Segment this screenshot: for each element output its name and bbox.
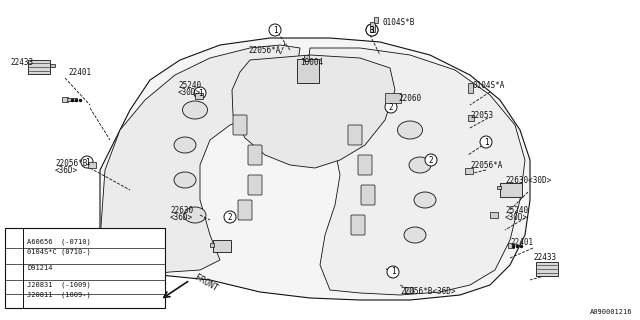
Ellipse shape [174, 172, 196, 188]
Bar [465, 168, 473, 174]
Text: <36D>: <36D> [55, 165, 78, 174]
Ellipse shape [174, 137, 196, 153]
Circle shape [9, 265, 19, 275]
Text: 1: 1 [273, 26, 277, 35]
Ellipse shape [182, 101, 207, 119]
Text: 22053: 22053 [470, 110, 493, 119]
Text: 22630<30D>: 22630<30D> [505, 175, 551, 185]
Bar [50, 64, 55, 67]
Polygon shape [305, 48, 525, 295]
Text: 22433: 22433 [533, 253, 556, 262]
Text: 22401: 22401 [68, 68, 91, 76]
Ellipse shape [414, 192, 436, 208]
Text: J20811  (1009-): J20811 (1009-) [27, 292, 91, 299]
FancyBboxPatch shape [385, 93, 401, 103]
Text: 3: 3 [370, 26, 374, 35]
Text: 3: 3 [12, 285, 16, 291]
Text: 25240: 25240 [178, 81, 201, 90]
Text: 1: 1 [484, 138, 488, 147]
Polygon shape [100, 45, 300, 280]
Text: <36D>: <36D> [170, 212, 193, 221]
FancyBboxPatch shape [233, 115, 247, 135]
Text: 1: 1 [390, 268, 396, 276]
Text: J20831  (-1009): J20831 (-1009) [27, 282, 91, 289]
FancyBboxPatch shape [500, 183, 522, 197]
Text: 0104S*A: 0104S*A [472, 81, 504, 90]
Circle shape [81, 156, 93, 168]
Bar [508, 243, 514, 248]
Text: D91214: D91214 [27, 265, 52, 271]
Text: 1: 1 [12, 239, 16, 245]
Circle shape [480, 136, 492, 148]
Bar [490, 212, 498, 218]
Circle shape [425, 154, 437, 166]
Bar [497, 186, 501, 189]
Text: <30D>: <30D> [505, 212, 528, 221]
Polygon shape [100, 38, 530, 300]
Text: 1: 1 [84, 157, 90, 166]
Text: 3: 3 [370, 26, 374, 35]
Text: 22433: 22433 [10, 58, 33, 67]
FancyBboxPatch shape [238, 200, 252, 220]
Bar [195, 93, 203, 99]
Bar [374, 17, 378, 23]
Bar [370, 22, 375, 32]
Circle shape [366, 24, 378, 36]
FancyBboxPatch shape [248, 175, 262, 195]
FancyBboxPatch shape [348, 125, 362, 145]
FancyBboxPatch shape [536, 262, 558, 276]
Text: 25240: 25240 [505, 205, 528, 214]
FancyBboxPatch shape [248, 145, 262, 165]
Bar [405, 287, 413, 293]
Text: 22056*A: 22056*A [248, 45, 280, 54]
Bar [67, 98, 77, 101]
Text: 22630: 22630 [170, 205, 193, 214]
Circle shape [194, 87, 206, 99]
FancyBboxPatch shape [297, 59, 319, 83]
Text: 0104S*C (0710-): 0104S*C (0710-) [27, 248, 91, 254]
Polygon shape [232, 55, 395, 168]
Text: 1: 1 [198, 89, 202, 98]
FancyBboxPatch shape [5, 228, 165, 308]
Bar [468, 83, 473, 93]
Circle shape [9, 283, 19, 293]
Text: 2: 2 [12, 267, 16, 273]
Circle shape [385, 101, 397, 113]
Circle shape [224, 211, 236, 223]
Bar [210, 243, 214, 247]
Text: A60656  (-0710): A60656 (-0710) [27, 238, 91, 244]
Ellipse shape [404, 227, 426, 243]
Text: 10004: 10004 [300, 58, 323, 67]
FancyBboxPatch shape [28, 60, 50, 74]
Circle shape [269, 24, 281, 36]
Ellipse shape [409, 157, 431, 173]
Text: 2: 2 [228, 212, 232, 221]
Text: 22401: 22401 [510, 237, 533, 246]
Text: 2: 2 [388, 102, 394, 111]
Circle shape [387, 266, 399, 278]
Text: 22056*A: 22056*A [470, 161, 502, 170]
Ellipse shape [397, 121, 422, 139]
Text: 0104S*B: 0104S*B [382, 18, 414, 27]
Ellipse shape [184, 207, 206, 223]
Text: 22060: 22060 [398, 93, 421, 102]
Text: 2: 2 [429, 156, 433, 164]
Text: FRONT: FRONT [193, 273, 219, 293]
FancyBboxPatch shape [351, 215, 365, 235]
Circle shape [9, 237, 19, 247]
Text: 22056*B<36D>: 22056*B<36D> [400, 287, 456, 297]
FancyBboxPatch shape [358, 155, 372, 175]
Circle shape [366, 24, 378, 36]
Text: <30D>: <30D> [178, 87, 201, 97]
FancyBboxPatch shape [213, 240, 231, 252]
Text: 22056*B: 22056*B [55, 158, 88, 167]
Bar [62, 97, 68, 102]
Bar [468, 115, 474, 121]
Bar [304, 55, 309, 61]
FancyBboxPatch shape [361, 185, 375, 205]
Text: A090001216: A090001216 [589, 309, 632, 315]
Bar [88, 162, 96, 168]
